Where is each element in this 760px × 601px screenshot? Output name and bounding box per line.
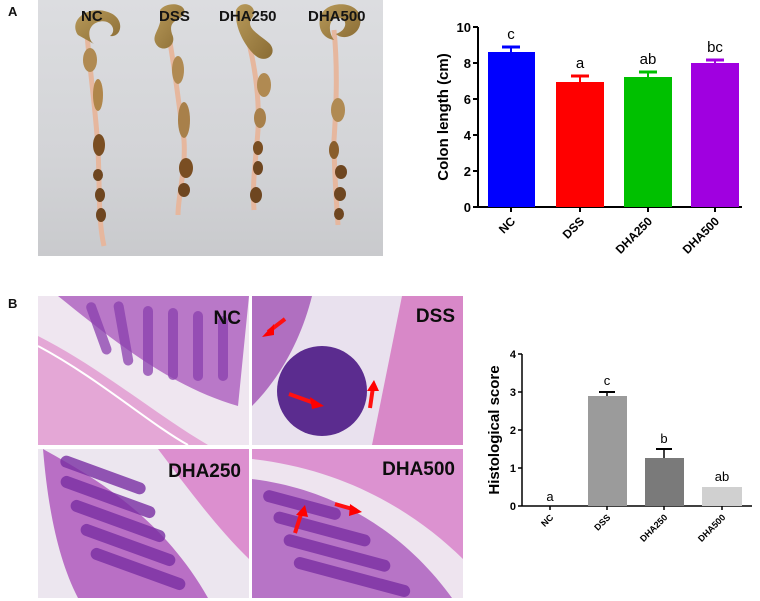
histology-label-dha500: DHA500 bbox=[382, 459, 455, 480]
histology-image-dha250 bbox=[38, 449, 249, 598]
sig-letter: ab bbox=[640, 51, 657, 68]
svg-text:0: 0 bbox=[464, 200, 471, 215]
bar-dha250: b bbox=[645, 431, 684, 506]
histology-tile-dha250: DHA250 bbox=[38, 449, 249, 598]
sig-letter: ab bbox=[715, 469, 729, 484]
svg-text:1: 1 bbox=[510, 463, 516, 475]
sig-letter: b bbox=[660, 431, 667, 446]
histology-image-dss bbox=[252, 296, 463, 445]
svg-text:2: 2 bbox=[510, 425, 516, 437]
svg-text:DHA250: DHA250 bbox=[613, 214, 656, 257]
svg-text:2: 2 bbox=[464, 164, 471, 179]
y-axis-label: Colon length (cm) bbox=[435, 53, 452, 181]
photo-label-dha500: DHA500 bbox=[308, 8, 366, 25]
y-ticks: 0 2 4 6 8 10 bbox=[457, 20, 478, 215]
svg-text:0: 0 bbox=[510, 501, 516, 513]
histology-label-dss: DSS bbox=[415, 306, 455, 327]
histology-tile-dss: DSS bbox=[252, 296, 463, 445]
sig-letter: a bbox=[546, 489, 554, 504]
y-ticks: 0 1 2 3 4 bbox=[510, 349, 522, 513]
photo-label-nc: NC bbox=[81, 8, 103, 25]
sig-letter: a bbox=[576, 55, 585, 72]
svg-text:NC: NC bbox=[496, 214, 518, 236]
specimen-dha250 bbox=[235, 4, 273, 211]
colon-specimens-illustration bbox=[75, 4, 361, 247]
x-tick-labels: NC DSS DHA250 DHA500 bbox=[539, 512, 727, 544]
svg-text:10: 10 bbox=[457, 20, 471, 35]
red-arrows bbox=[293, 502, 362, 534]
specimen-dss bbox=[154, 4, 193, 216]
bar-nc: c bbox=[488, 26, 535, 207]
sig-letter: c bbox=[604, 373, 611, 388]
bar-dss: a bbox=[556, 55, 604, 207]
bar-dha250: ab bbox=[624, 51, 672, 207]
y-axis-label: Histological score bbox=[486, 365, 503, 494]
photo-label-dha250: DHA250 bbox=[219, 8, 277, 25]
specimen-nc bbox=[75, 10, 121, 247]
svg-text:4: 4 bbox=[510, 349, 517, 361]
svg-text:6: 6 bbox=[464, 92, 471, 107]
histology-label-nc: NC bbox=[213, 308, 241, 329]
panel-a-letter: A bbox=[8, 4, 18, 19]
colon-photograph: NC DSS DHA250 DHA500 bbox=[38, 0, 383, 256]
histological-score-chart: Histological score 0 1 2 3 4 a c b ab bbox=[480, 340, 760, 590]
specimen-dha500 bbox=[319, 4, 361, 226]
histology-image-nc bbox=[38, 296, 249, 445]
svg-text:DHA500: DHA500 bbox=[696, 512, 727, 543]
svg-text:DSS: DSS bbox=[592, 512, 612, 532]
sig-letter: c bbox=[507, 26, 515, 43]
histology-tile-dha500: DHA500 bbox=[252, 449, 463, 598]
histology-image-dha500 bbox=[252, 449, 463, 598]
bar-dha500: bc bbox=[691, 39, 739, 207]
histology-label-dha250: DHA250 bbox=[168, 461, 241, 482]
bar-dha500: ab bbox=[702, 469, 742, 506]
colon-length-chart: Colon length (cm) 0 2 4 6 8 10 c a bbox=[430, 10, 760, 280]
svg-text:DHA500: DHA500 bbox=[680, 214, 723, 257]
svg-text:3: 3 bbox=[510, 387, 516, 399]
svg-text:DSS: DSS bbox=[560, 214, 587, 241]
sig-letter: bc bbox=[707, 39, 723, 56]
svg-text:NC: NC bbox=[539, 512, 556, 529]
svg-text:8: 8 bbox=[464, 56, 471, 71]
panel-b-letter: B bbox=[8, 296, 18, 311]
photo-label-dss: DSS bbox=[159, 8, 190, 25]
histology-tile-nc: NC bbox=[38, 296, 249, 445]
bar-dss: c bbox=[588, 373, 627, 506]
svg-text:DHA250: DHA250 bbox=[638, 512, 669, 543]
colon-length-chart-svg: Colon length (cm) 0 2 4 6 8 10 c a bbox=[435, 20, 742, 257]
svg-text:4: 4 bbox=[464, 128, 472, 143]
x-tick-labels: NC DSS DHA250 DHA500 bbox=[496, 214, 722, 257]
histological-score-chart-svg: Histological score 0 1 2 3 4 a c b ab bbox=[486, 349, 752, 544]
bar-nc: a bbox=[546, 489, 554, 504]
red-arrows bbox=[262, 317, 379, 409]
